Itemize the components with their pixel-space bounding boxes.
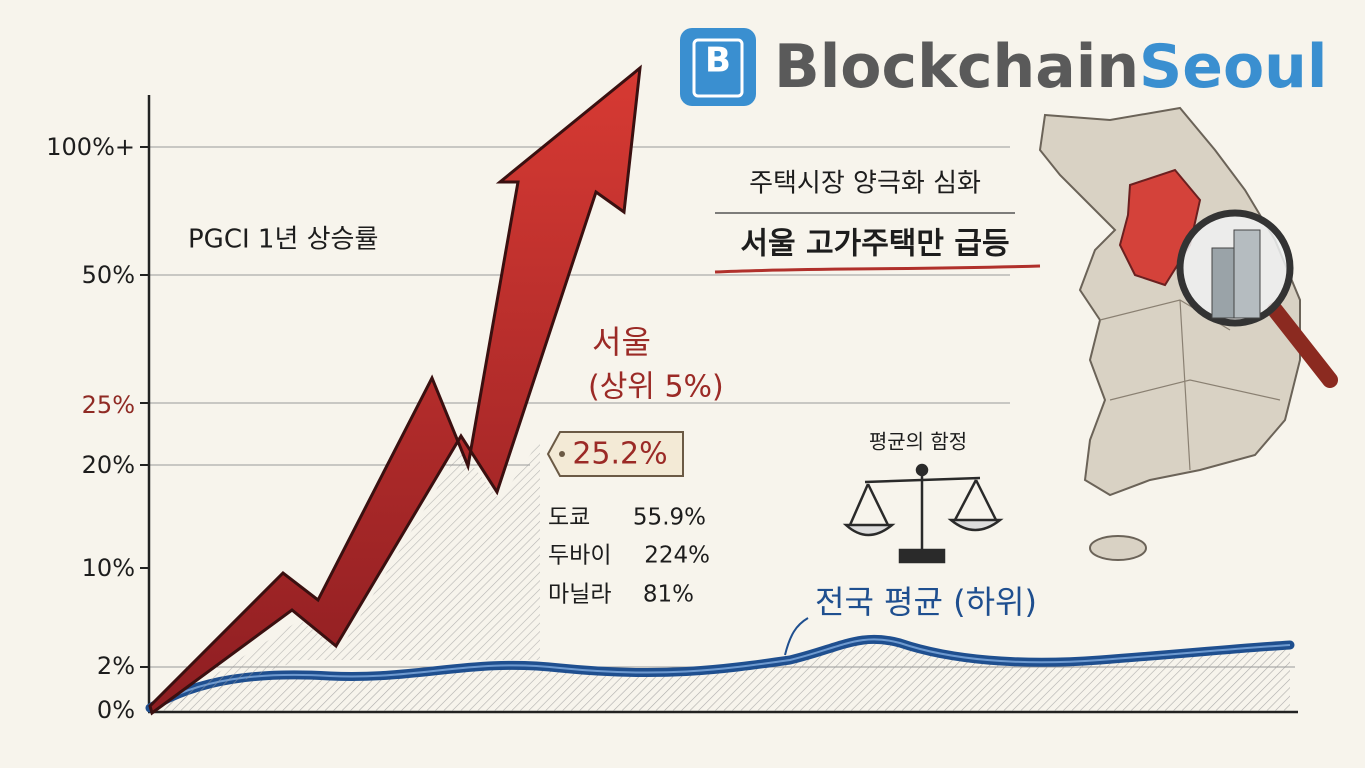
national-line-highlight bbox=[149, 638, 1291, 709]
national-pointer bbox=[784, 617, 809, 656]
seoul-arrow bbox=[148, 64, 642, 716]
logo-book bbox=[692, 38, 744, 98]
building bbox=[1211, 247, 1237, 319]
city-name: 도쿄 bbox=[548, 505, 590, 531]
map-jeju bbox=[1089, 535, 1147, 561]
magnifier-handle bbox=[1267, 302, 1338, 388]
logo: B BlockchainSeoul bbox=[680, 28, 1327, 106]
headline-line1: 주택시장 양극화 심화 bbox=[749, 169, 981, 199]
value-badge: 25.2% bbox=[546, 431, 684, 477]
y-tick-label: 100%+ bbox=[46, 133, 135, 161]
building bbox=[1233, 229, 1261, 319]
logo-primary: Blockchain bbox=[774, 32, 1139, 102]
seoul-sub: (상위 5%) bbox=[588, 370, 724, 405]
seoul-value: 25.2% bbox=[572, 437, 667, 472]
logo-text: BlockchainSeoul bbox=[774, 32, 1327, 102]
headline-line2: 서울 고가주택만 급등 bbox=[740, 227, 1009, 262]
badge-frame bbox=[546, 431, 684, 477]
arrow-shadow bbox=[160, 440, 540, 710]
national-label: 전국 평균 (하위) bbox=[815, 583, 1037, 621]
scale-icon bbox=[842, 463, 1004, 564]
seoul-label: 서울 bbox=[592, 323, 651, 361]
y-tick-label: 20% bbox=[82, 451, 135, 479]
city-value: 224% bbox=[644, 543, 710, 569]
badge-hole bbox=[559, 451, 565, 457]
y-tick-label: 25% bbox=[82, 391, 135, 419]
ticks bbox=[140, 146, 150, 668]
y-tick-label: 2% bbox=[97, 652, 135, 680]
city-name: 두바이 bbox=[548, 543, 611, 569]
trap-label: 평균의 함정 bbox=[869, 430, 967, 454]
map-land bbox=[1038, 106, 1301, 497]
logo-icon bbox=[680, 28, 756, 106]
logo-accent: Seoul bbox=[1139, 32, 1327, 102]
y-tick-label: 10% bbox=[82, 554, 135, 582]
y-tick-label: 50% bbox=[82, 261, 135, 289]
city-value: 55.9% bbox=[633, 505, 706, 531]
city-name: 마닐라 bbox=[548, 582, 611, 608]
korea-map bbox=[1038, 106, 1338, 561]
y-tick-label: 0% bbox=[97, 696, 135, 724]
comparisons: 도쿄 55.9% 두바이 224% 마닐라 81% bbox=[548, 505, 710, 608]
logo-letter: B bbox=[705, 41, 731, 81]
chart-title: PGCI 1년 상승률 bbox=[188, 225, 378, 255]
headline-underline bbox=[714, 264, 1041, 274]
city-value: 81% bbox=[643, 582, 694, 608]
national-area bbox=[150, 640, 1290, 711]
